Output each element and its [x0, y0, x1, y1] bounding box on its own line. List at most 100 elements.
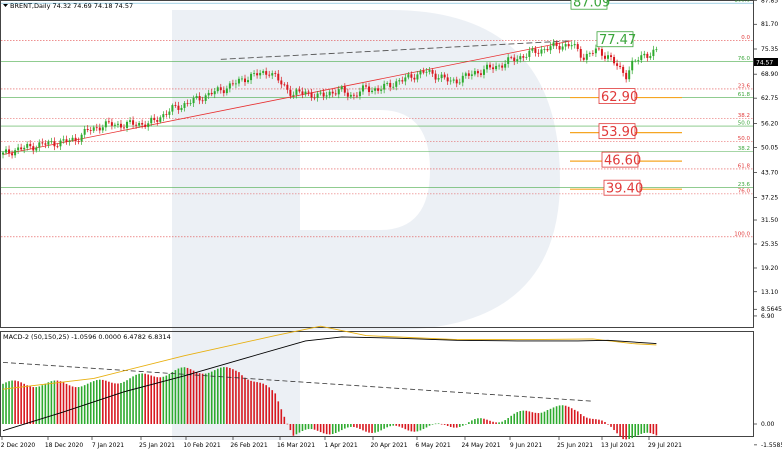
candle-body	[256, 73, 259, 76]
x-tick-label: 2 Dec 2020	[1, 442, 36, 449]
macd-histogram-bar	[328, 424, 331, 435]
candle-body	[597, 48, 600, 50]
macd-histogram-bar	[23, 383, 25, 424]
macd-histogram-bar	[534, 412, 537, 424]
candle-body	[265, 71, 268, 75]
candle-body	[561, 46, 564, 50]
candle-body	[383, 83, 386, 90]
chart-title: BRENT,Daily 74.32 74.69 74.18 74.57	[10, 2, 133, 10]
candle-body	[225, 88, 228, 94]
candle-body	[234, 83, 237, 85]
macd-histogram-bar	[92, 381, 95, 424]
candle-body	[110, 122, 113, 126]
macd-histogram-bar	[144, 373, 146, 424]
macd-histogram-bar	[232, 369, 234, 424]
y-tick-label: 13.10	[761, 289, 778, 296]
macd-histogram-bar	[522, 410, 525, 424]
candle-body	[38, 142, 41, 148]
macd-tick-label: -1.5585	[761, 442, 782, 449]
candle-body	[619, 65, 622, 67]
fib-level-label: 76.0	[738, 56, 751, 62]
candle-body	[552, 42, 555, 47]
x-tick-label: 10 Feb 2021	[183, 442, 221, 449]
candle-body	[135, 124, 138, 126]
candle-body	[189, 103, 192, 104]
macd-histogram-bar	[95, 380, 98, 424]
macd-histogram-bar	[567, 406, 570, 424]
macd-histogram-bar	[41, 385, 44, 424]
candle-body	[389, 82, 392, 88]
macd-histogram-bar	[537, 413, 540, 424]
macd-histogram-bar	[455, 424, 458, 428]
macd-histogram-bar	[341, 424, 343, 431]
macd-histogram-bar	[359, 424, 361, 429]
target-box	[601, 151, 639, 168]
candle-body	[516, 59, 519, 62]
candle-body	[570, 45, 573, 47]
candle-body	[216, 87, 219, 92]
macd-histogram-bar	[5, 382, 7, 424]
candle-body	[274, 73, 277, 74]
macd-histogram-bar	[371, 424, 373, 433]
macd-histogram-bar	[262, 383, 264, 424]
candle-body	[165, 114, 168, 115]
watermark-logo	[172, 10, 560, 440]
macd-histogram-bar	[431, 424, 434, 425]
macd-histogram-bar	[480, 418, 482, 424]
candle-body	[540, 49, 543, 54]
candle-body	[44, 143, 47, 145]
macd-histogram-bar	[174, 370, 177, 424]
candle-body	[244, 78, 246, 83]
macd-histogram-bar	[274, 393, 277, 424]
target-label: 87.09	[573, 0, 610, 11]
candle-body	[555, 42, 558, 47]
candle-body	[603, 55, 606, 59]
macd-histogram-bar	[392, 424, 395, 426]
macd-histogram-bar	[298, 424, 301, 433]
candle-body	[47, 141, 50, 145]
candle-body	[467, 73, 470, 76]
candle-body	[652, 49, 655, 57]
y-tick-label: 62.75	[761, 95, 778, 102]
macd-histogram-bar	[14, 380, 16, 424]
macd-histogram-bar	[413, 424, 416, 432]
macd-histogram-bar	[223, 367, 225, 424]
candle-body	[449, 80, 452, 82]
macd-histogram-bar	[604, 421, 606, 424]
macd-histogram-bar	[159, 377, 162, 424]
candle-body	[416, 74, 419, 80]
macd-histogram-bar	[26, 385, 28, 424]
candle-body	[62, 139, 65, 141]
candle-body	[534, 48, 537, 53]
macd-histogram-bar	[286, 423, 289, 425]
candle-body	[17, 147, 20, 151]
macd-histogram-bar	[38, 386, 41, 424]
candle-body	[643, 53, 646, 56]
x-tick-label: 6 May 2021	[415, 442, 450, 449]
trend-support-line	[2, 40, 572, 155]
macd-histogram-bar	[325, 424, 328, 435]
macd-histogram-bar	[210, 371, 213, 424]
macd-histogram-bar	[389, 424, 391, 427]
x-tick-label: 9 Jun 2021	[510, 442, 542, 449]
candle-body	[346, 92, 349, 97]
macd-histogram-bar	[598, 419, 600, 424]
macd-histogram-bar	[337, 424, 340, 432]
candle-body	[198, 96, 201, 101]
chart-menu-arrow[interactable]	[3, 4, 8, 7]
candle-body	[23, 147, 26, 150]
macd-histogram-bar	[380, 424, 382, 431]
candle-body	[588, 53, 591, 55]
macd-histogram-bar	[171, 371, 174, 424]
macd-histogram-bar	[289, 424, 292, 431]
macd-histogram-bar	[646, 424, 649, 433]
candle-body	[53, 141, 56, 147]
candle-body	[631, 60, 634, 71]
channel-upper-line	[220, 40, 572, 60]
candle-body	[398, 80, 401, 82]
candle-body	[313, 97, 316, 99]
candle-body	[386, 82, 389, 84]
candle-body	[413, 77, 416, 80]
y-tick-label: 19.20	[761, 265, 778, 272]
